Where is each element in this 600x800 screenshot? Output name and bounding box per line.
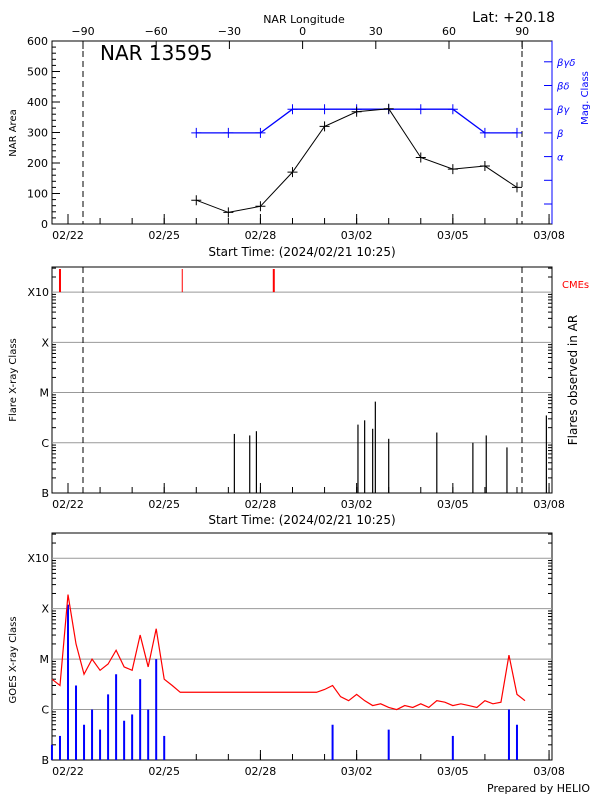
p2-y-tick-label: C	[41, 437, 49, 450]
mag-class-point	[447, 104, 458, 115]
mag-class-tick-label: βδ	[556, 82, 570, 93]
mag-class-point	[255, 127, 266, 138]
nar-area-point	[415, 152, 426, 163]
p3-y-tick-label: X10	[27, 552, 49, 565]
longitude-tick-label: 60	[442, 25, 456, 38]
p1-ylabel: NAR Area	[8, 109, 19, 156]
goes-long-line	[51, 594, 526, 711]
p3-x-tick-label: 03/02	[341, 765, 373, 778]
p1-y-tick-label: 300	[27, 127, 48, 140]
mag-class-tick-label: α	[557, 153, 564, 164]
nar-area-point	[319, 121, 330, 132]
p2-x-tick-label: 02/22	[52, 498, 84, 511]
longitude-tick-label: 30	[369, 25, 383, 38]
p1-y2label: Mag. Class	[580, 71, 591, 125]
longitude-tick-label: 0	[299, 25, 306, 38]
longitude-tick-label: 90	[515, 25, 529, 38]
mag-class-point	[191, 127, 202, 138]
nar-area-point	[255, 201, 266, 212]
p1-x-tick-label: 03/08	[533, 229, 565, 242]
mag-class-tick-label: β	[556, 129, 564, 140]
p2-plot-frame	[51, 266, 553, 494]
p2-y2label: Flares observed in AR	[566, 315, 580, 445]
footer: Prepared by HELIO	[487, 782, 590, 795]
p2-xlabel: Start Time: (2024/02/21 10:25)	[208, 513, 395, 527]
flare-panel: 02/22 02/25 02/28 03/02 03/05 03/08 B C M X X10	[27, 266, 565, 511]
p1-y-tick-label: 600	[27, 35, 48, 48]
p2-y-tick-label: X10	[27, 286, 49, 299]
p1-x-tick-label: 03/02	[341, 229, 373, 242]
p1-xlabel: Start Time: (2024/02/21 10:25)	[208, 245, 395, 259]
nar-area-point	[223, 207, 234, 218]
p2-ylabel: Flare X-ray Class	[8, 338, 19, 422]
longitude-tick-label: −30	[218, 25, 241, 38]
p1-x-tick-label: 02/28	[245, 229, 277, 242]
mag-class-point	[319, 104, 330, 115]
latitude-label: Lat: +20.18	[472, 10, 555, 26]
top-axis-label: NAR Longitude	[263, 13, 345, 26]
mag-class-point	[287, 104, 298, 115]
nar-area-point	[191, 195, 202, 206]
p1-x-tick-label: 02/25	[148, 229, 180, 242]
nar-area-point	[447, 164, 458, 175]
p3-x-tick-label: 03/08	[533, 765, 565, 778]
nar-area-point	[383, 103, 394, 114]
p1-y-tick-label: 200	[27, 157, 48, 170]
nar-area-panel: 02/22 02/25 02/28 03/02 03/05 03/080100200300…	[27, 25, 575, 242]
p3-y-tick-label: B	[41, 754, 49, 767]
p2-y-tick-label: X	[41, 336, 49, 349]
p3-ylabel: GOES X-ray Class	[8, 616, 19, 703]
nar-area-line	[196, 108, 518, 213]
longitude-tick-label: −90	[71, 25, 94, 38]
p2-x-tick-label: 02/28	[245, 498, 277, 511]
p3-x-tick-label: 02/25	[148, 765, 180, 778]
p2-x-tick-label: 03/08	[533, 498, 565, 511]
nar-area-point	[479, 161, 490, 172]
p3-x-tick-label: 02/28	[245, 765, 277, 778]
mag-class-point	[223, 127, 234, 138]
p1-y-tick-label: 0	[41, 218, 48, 231]
mag-class-tick-label: βγ	[556, 105, 570, 116]
cme-label: CMEs	[562, 280, 589, 291]
p3-plot-frame	[51, 532, 553, 761]
longitude-tick-label: −60	[145, 25, 168, 38]
p3-y-tick-label: C	[41, 704, 49, 717]
mag-class-point	[479, 127, 490, 138]
p2-x-tick-label: 03/05	[437, 498, 469, 511]
p1-plot-frame	[51, 40, 553, 225]
nar-area-point	[351, 106, 362, 117]
p3-x-tick-label: 02/22	[52, 765, 84, 778]
title: NAR 13595	[100, 41, 213, 65]
p3-x-tick-label: 03/05	[437, 765, 469, 778]
nar-area-point	[287, 167, 298, 178]
p1-y-tick-label: 400	[27, 96, 48, 109]
p3-y-tick-label: M	[40, 653, 50, 666]
p2-y-tick-label: M	[40, 387, 50, 400]
p1-y-tick-label: 500	[27, 66, 48, 79]
mag-class-point	[511, 127, 522, 138]
p2-x-tick-label: 03/02	[341, 498, 373, 511]
p1-x-tick-label: 02/22	[52, 229, 84, 242]
p3-y-tick-label: X	[41, 603, 49, 616]
p1-x-tick-label: 03/05	[437, 229, 469, 242]
mag-class-point	[415, 104, 426, 115]
p2-y-tick-label: B	[41, 487, 49, 500]
p2-x-tick-label: 02/25	[148, 498, 180, 511]
mag-class-tick-label: βγδ	[556, 58, 575, 69]
goes-panel: 02/22 02/25 02/28 03/02 03/05 03/08 B C M X X10	[27, 532, 565, 778]
nar-area-point	[511, 182, 522, 193]
p1-y-tick-label: 100	[27, 188, 48, 201]
